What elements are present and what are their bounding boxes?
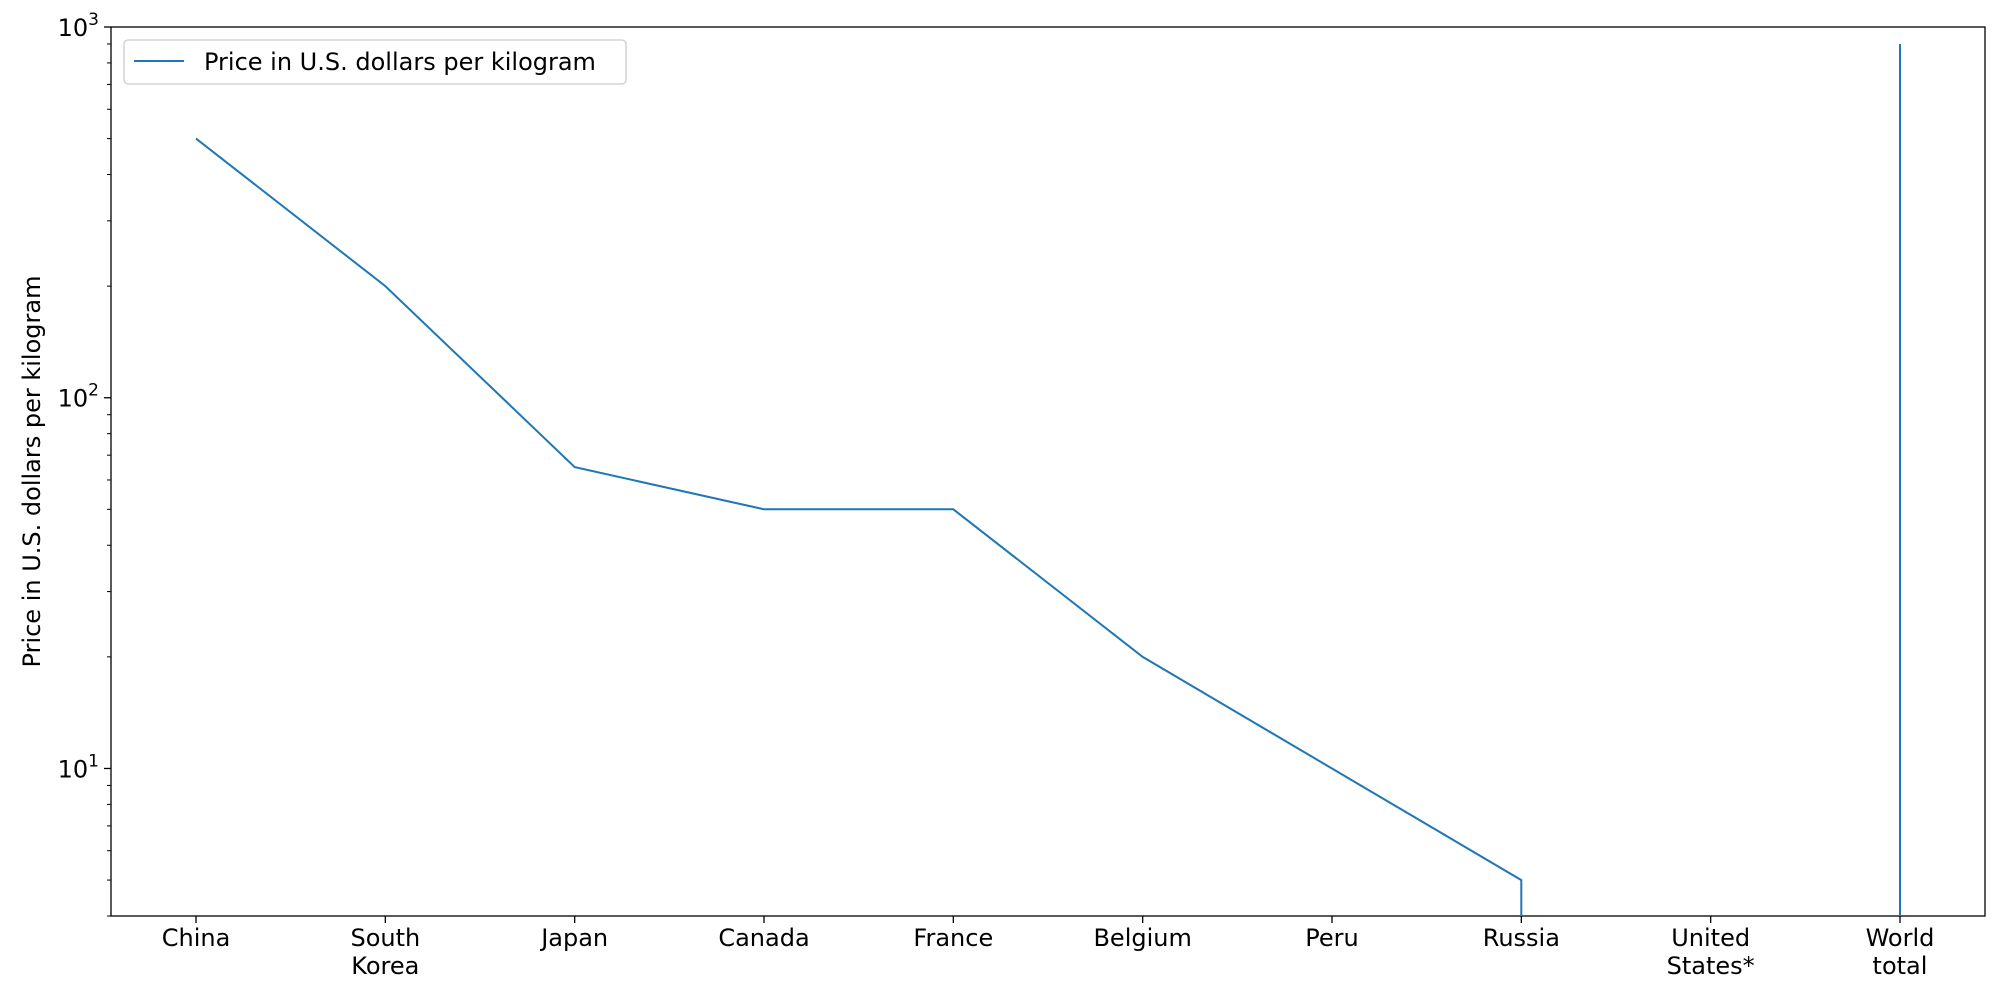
legend-box: [123, 39, 627, 85]
x-ticks: China South Korea Japan Canada France Belgium P…: [162, 916, 1935, 980]
x-tick-label: United States*: [1667, 924, 1755, 980]
series-line: [195, 137, 1523, 916]
x-tick-label: Canada: [718, 924, 809, 952]
x-tick-label: Russia: [1483, 924, 1560, 952]
plot-area: 101 102 103 China South Korea Japan Canada Fran…: [58, 10, 1986, 980]
x-tick-label: Belgium: [1093, 924, 1191, 952]
y-tick-label: 103: [58, 10, 99, 42]
y-tick-label: 102: [58, 381, 99, 413]
x-tick-label: South Korea: [350, 924, 420, 980]
x-tick-label: China: [162, 924, 231, 952]
plot-frame: [110, 26, 1986, 917]
y-major-ticks: 101 102 103: [58, 10, 111, 783]
x-tick-label: Japan: [539, 924, 608, 952]
legend-label: Price in U.S. dollars per kilogram: [204, 48, 596, 76]
x-tick-label: France: [913, 924, 993, 952]
y-minor-ticks: [107, 43, 111, 917]
y-axis-label: Price in U.S. dollars per kilogram: [18, 276, 46, 668]
series-lines: [195, 44, 1901, 916]
x-tick-label: World total: [1866, 924, 1935, 980]
y-tick-label: 101: [58, 751, 99, 783]
x-tick-label: Peru: [1305, 924, 1358, 952]
legend: Price in U.S. dollars per kilogram: [123, 39, 627, 85]
